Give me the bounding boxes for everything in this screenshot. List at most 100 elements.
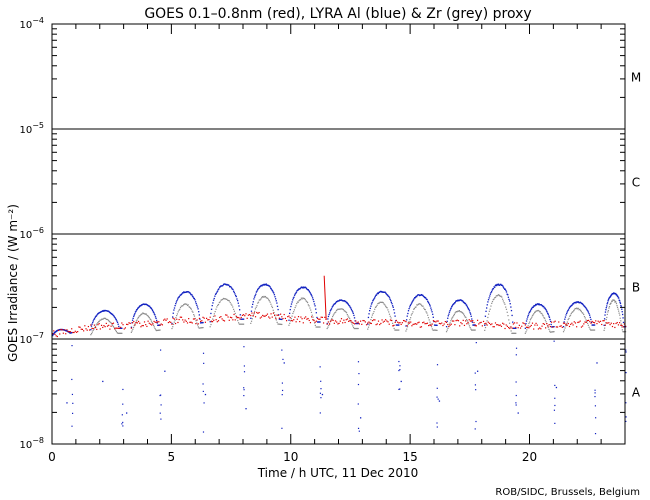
al-point	[230, 287, 233, 289]
al-point	[370, 305, 372, 307]
al-point	[258, 287, 260, 289]
al-point	[502, 286, 505, 288]
goes-point	[413, 323, 415, 325]
goes-point	[270, 313, 272, 315]
zr-point	[397, 329, 399, 331]
al-point	[182, 292, 184, 294]
al-point	[565, 314, 567, 316]
zr-point	[100, 319, 102, 321]
goes-point	[509, 327, 511, 330]
goes-point	[72, 331, 74, 334]
goes-point	[402, 319, 405, 322]
al-dropout-point	[438, 400, 441, 402]
al-point	[199, 318, 201, 320]
zr-point	[527, 325, 529, 327]
al-point	[232, 288, 234, 291]
goes-point	[443, 323, 445, 325]
al-dropout-point	[283, 362, 285, 364]
zr-point	[616, 306, 619, 308]
zr-point	[582, 312, 584, 314]
zr-point	[573, 309, 575, 311]
al-point	[532, 306, 535, 308]
zr-point	[315, 326, 317, 328]
zr-point	[306, 301, 308, 303]
goes-point	[590, 322, 592, 324]
zr-point	[237, 319, 239, 322]
goes-point	[540, 328, 542, 330]
al-point	[196, 304, 198, 306]
al-point	[198, 311, 200, 313]
flare-class-label: A	[632, 386, 641, 400]
goes-point	[515, 326, 517, 329]
zr-point	[570, 312, 572, 315]
goes-point	[584, 321, 586, 323]
goes-point	[209, 316, 211, 318]
al-point	[408, 307, 410, 310]
al-point	[474, 428, 476, 430]
zr-point	[212, 315, 215, 317]
al-point	[202, 383, 204, 385]
zr-point	[131, 330, 133, 332]
al-point	[357, 427, 360, 429]
al-point	[216, 290, 219, 292]
al-point	[327, 315, 330, 318]
al-point	[398, 360, 400, 363]
zr-point	[575, 308, 577, 310]
al-point	[295, 291, 298, 293]
zr-point	[90, 334, 92, 336]
zr-point	[536, 310, 538, 312]
al-point	[95, 315, 98, 317]
al-point	[484, 324, 486, 327]
zr-point	[455, 311, 458, 313]
al-point	[131, 319, 134, 321]
goes-point	[608, 322, 610, 324]
al-point	[619, 301, 621, 303]
goes-point	[564, 322, 566, 324]
goes-point	[596, 322, 598, 325]
al-point	[497, 284, 499, 286]
al-point	[464, 302, 467, 305]
al-point	[310, 294, 313, 296]
goes-point	[439, 323, 442, 325]
goes-point	[259, 317, 261, 319]
al-point	[475, 420, 477, 423]
al-point	[524, 327, 527, 329]
al-point	[460, 299, 463, 301]
al-point	[320, 397, 322, 399]
zr-point	[261, 297, 263, 299]
al-dropout-point	[555, 386, 558, 389]
al-point	[430, 307, 432, 309]
goes-point	[145, 324, 147, 326]
zr-point	[304, 298, 306, 301]
goes-point	[287, 316, 289, 318]
zr-point	[566, 323, 568, 325]
al-point	[191, 294, 193, 296]
zr-point	[254, 308, 257, 310]
goes-point	[139, 322, 141, 324]
zr-point	[545, 321, 547, 323]
al-point	[436, 396, 438, 398]
zr-point	[514, 332, 516, 334]
zr-point	[406, 326, 409, 328]
zr-point	[619, 317, 621, 319]
al-point	[212, 299, 215, 301]
goes-point	[149, 323, 152, 325]
goes-point	[342, 322, 344, 324]
al-point	[590, 318, 592, 321]
goes-point	[257, 312, 259, 314]
goes-point	[385, 319, 387, 321]
al-dropout-point	[102, 380, 104, 383]
zr-point	[621, 329, 623, 331]
goes-point	[513, 322, 516, 324]
goes-point	[380, 322, 382, 325]
al-point	[508, 300, 511, 302]
goes-point	[375, 324, 377, 326]
al-point	[412, 300, 414, 302]
al-point	[582, 303, 584, 305]
goes-point	[250, 314, 252, 317]
goes-point	[220, 316, 222, 318]
goes-point	[571, 322, 573, 324]
zr-point	[445, 331, 448, 333]
goes-point	[560, 325, 562, 327]
al-point	[226, 283, 228, 286]
